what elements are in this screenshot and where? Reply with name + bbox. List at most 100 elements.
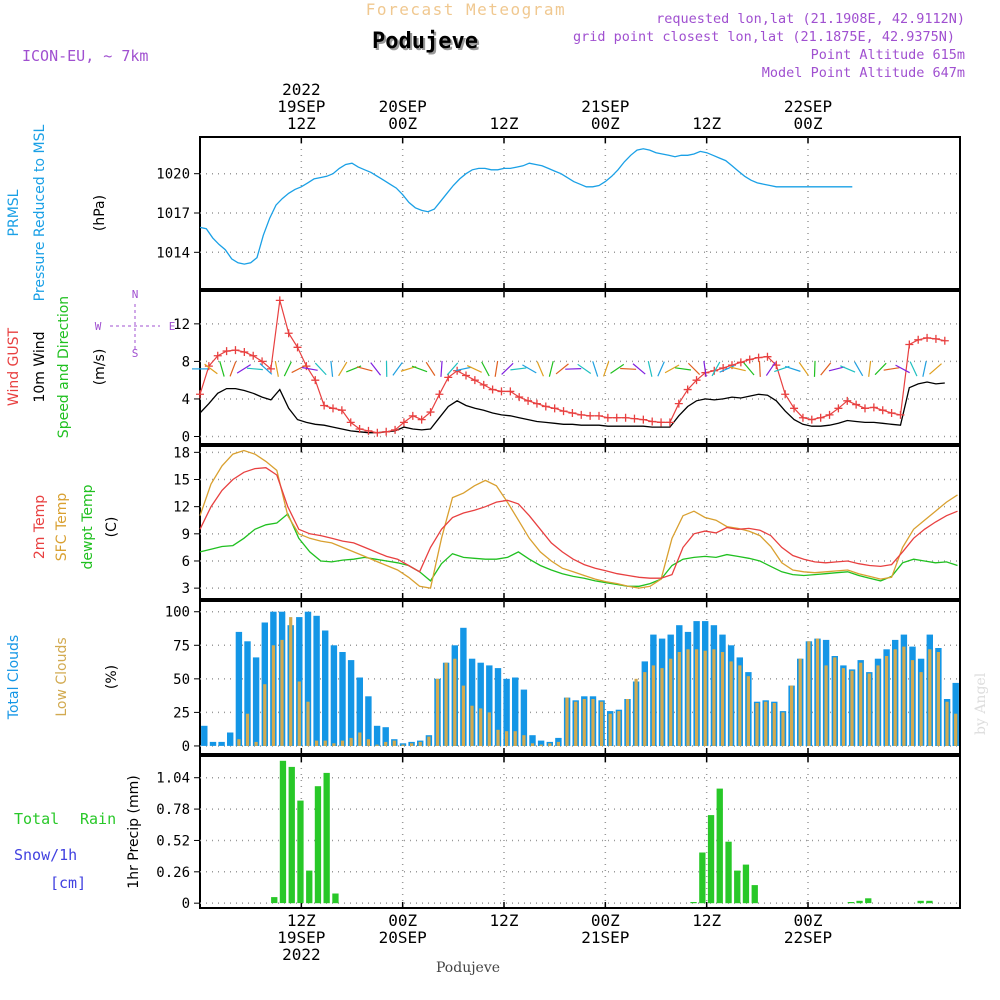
- rain-label: Rain: [80, 810, 116, 828]
- gust-marker: [781, 390, 790, 399]
- low-cloud-bar: [366, 739, 370, 746]
- time-label-bottom: 00Z: [388, 911, 417, 930]
- gust-marker: [807, 415, 816, 424]
- footer-location: Podujeve: [436, 960, 500, 976]
- gust-marker: [337, 406, 346, 415]
- wind-direction-arrow: [510, 367, 527, 371]
- low-cloud-bar: [815, 638, 820, 746]
- compass-w: W: [95, 320, 102, 333]
- low-cloud-bar: [306, 701, 310, 746]
- low-cloud-bar: [245, 713, 250, 746]
- precip-bar: [926, 900, 933, 904]
- grid-coords: grid point closest lon,lat (21.1875E, 42…: [573, 29, 955, 45]
- gust-marker: [408, 411, 417, 420]
- time-label-bottom: 21SEP: [581, 928, 629, 947]
- wind-direction-arrow: [868, 360, 872, 377]
- low-cloud-bar: [470, 705, 474, 746]
- gust-marker: [843, 396, 852, 405]
- panel-pressure: 1014 1017 1020 PRMSL Pressure Reduced to MSL…: [6, 124, 961, 301]
- wind-direction-arrow: [664, 364, 680, 374]
- gust-marker: [329, 404, 337, 413]
- total-cloud-bar: [252, 657, 260, 746]
- requested-coords: requested lon,lat (21.1908E, 42.9112N): [656, 11, 965, 27]
- gust-marker: [790, 404, 799, 413]
- total-cloud-bar: [330, 645, 338, 746]
- gust-marker: [621, 413, 630, 422]
- total-cloud-bar: [356, 677, 363, 746]
- surface-temp-line: [199, 449, 958, 589]
- gust-marker: [426, 408, 435, 417]
- low-cloud-bar: [505, 731, 509, 746]
- pressure-line: [199, 148, 853, 265]
- wind-direction-arrow: [501, 362, 514, 375]
- panel-label: Speed and Direction: [56, 296, 72, 438]
- wind-direction-arrow: [922, 360, 927, 377]
- y-tick-label: 1017: [156, 206, 190, 222]
- gust-marker: [692, 376, 701, 385]
- gust-marker: [293, 343, 302, 352]
- low-cloud-bar: [254, 741, 258, 746]
- time-label-top: 12Z: [490, 114, 519, 133]
- wind-direction-arrow: [481, 361, 490, 377]
- wind-direction-arrow: [711, 361, 721, 377]
- wind-direction-arrow: [854, 361, 864, 377]
- wind-direction-arrow: [798, 362, 809, 376]
- y-tick-label: 6: [182, 554, 190, 570]
- wind-direction-arrow: [909, 361, 918, 377]
- watermark: by Angel: [973, 672, 989, 735]
- low-cloud-bar: [323, 740, 327, 746]
- low-cloud-bar: [410, 743, 414, 746]
- gust-marker: [852, 400, 861, 409]
- total-cloud-bar: [313, 615, 320, 746]
- gust-marker: [249, 351, 258, 360]
- low-cloud-bar: [461, 685, 465, 746]
- time-label-bottom: 12Z: [490, 911, 519, 930]
- y-tick-label: 1014: [156, 245, 190, 261]
- gust-marker: [391, 425, 400, 434]
- y-tick-label: 0.26: [156, 865, 190, 881]
- total-cloud-bar: [244, 641, 251, 746]
- wind-direction-arrow: [246, 367, 263, 371]
- gust-marker: [878, 406, 887, 415]
- precip-bar: [288, 766, 295, 904]
- time-label-top: 12Z: [287, 114, 316, 133]
- y-tick-label: 4: [182, 392, 190, 408]
- gust-marker: [914, 335, 923, 344]
- total-cloud-bar: [503, 678, 510, 746]
- low-cloud-bar: [358, 732, 362, 746]
- low-cloud-bar: [824, 665, 828, 746]
- wind-direction-arrow: [620, 367, 637, 370]
- wind-direction-arrow: [883, 367, 900, 371]
- low-cloud-bar: [315, 740, 319, 746]
- low-cloud-bar: [867, 673, 871, 746]
- gust-marker: [816, 413, 825, 422]
- wind-direction-arrow: [743, 362, 755, 376]
- low-cloud-bar: [608, 713, 612, 746]
- precip-bar: [917, 900, 924, 904]
- wind-direction-arrow: [729, 366, 746, 372]
- wind-direction-arrow: [259, 363, 273, 375]
- gust-marker: [595, 411, 603, 420]
- wind-direction-arrow: [813, 360, 816, 377]
- wind-direction-arrow: [494, 360, 499, 377]
- low-cloud-bar: [790, 685, 794, 746]
- low-cloud-bar: [651, 665, 655, 746]
- low-cloud-bar: [574, 701, 578, 746]
- wind-direction-arrow: [703, 360, 707, 377]
- low-cloud-bar: [833, 657, 837, 746]
- gust-marker: [320, 401, 329, 410]
- precip-bar: [332, 893, 339, 904]
- total-cloud-bar: [227, 732, 234, 746]
- gust-marker: [258, 357, 267, 366]
- y-tick-label: 0: [182, 429, 190, 445]
- compass-cross: [110, 304, 160, 350]
- gust-marker: [559, 407, 568, 416]
- low-cloud-bar: [496, 729, 500, 746]
- wind-direction-arrow: [425, 361, 436, 376]
- wind-direction-arrow: [455, 366, 472, 372]
- wind-direction-arrow: [603, 361, 610, 377]
- gust-marker: [896, 410, 905, 419]
- low-cloud-bar: [876, 665, 880, 746]
